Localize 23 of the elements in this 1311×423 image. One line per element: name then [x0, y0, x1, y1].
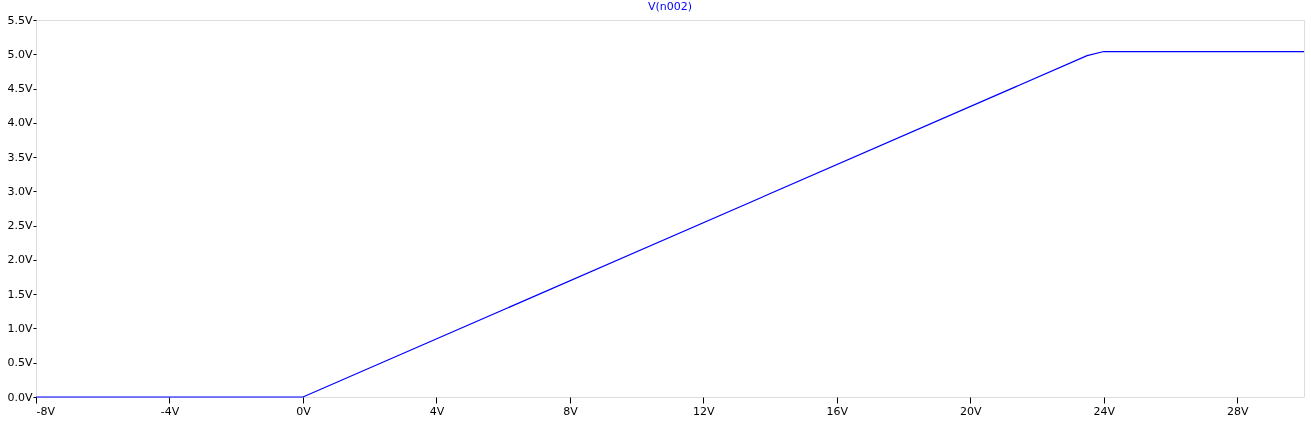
y-tick-label: 5.0V — [7, 47, 33, 61]
y-tick-label: 3.5V — [7, 150, 33, 164]
x-tick-label: 12V — [693, 404, 716, 418]
x-tick-label: 20V — [960, 404, 983, 418]
x-tick-label: 4V — [429, 404, 445, 418]
x-tick-label: 16V — [826, 404, 849, 418]
x-tick-label: -4V — [160, 404, 180, 418]
x-tick-label: 24V — [1093, 404, 1116, 418]
y-tick-label: 0.5V — [7, 356, 33, 370]
y-tick-label: 1.5V — [7, 287, 33, 301]
x-tick-label: 0V — [296, 404, 312, 418]
y-tick-label: 3.0V — [7, 184, 33, 198]
y-tick-label: 2.5V — [7, 219, 33, 233]
x-tick-label: 8V — [563, 404, 579, 418]
chart-title: V(n002) — [647, 0, 693, 13]
y-tick-label: 2.0V — [7, 253, 33, 267]
y-tick-label: 4.5V — [7, 82, 33, 96]
y-tick-label: 4.0V — [7, 116, 33, 130]
y-tick-label: 0.0V — [7, 390, 33, 404]
y-tick-label: 5.5V — [7, 13, 33, 27]
y-tick-label: 1.0V — [7, 321, 33, 335]
x-tick-label: 28V — [1227, 404, 1249, 418]
x-tick-label: -8V — [36, 404, 56, 418]
